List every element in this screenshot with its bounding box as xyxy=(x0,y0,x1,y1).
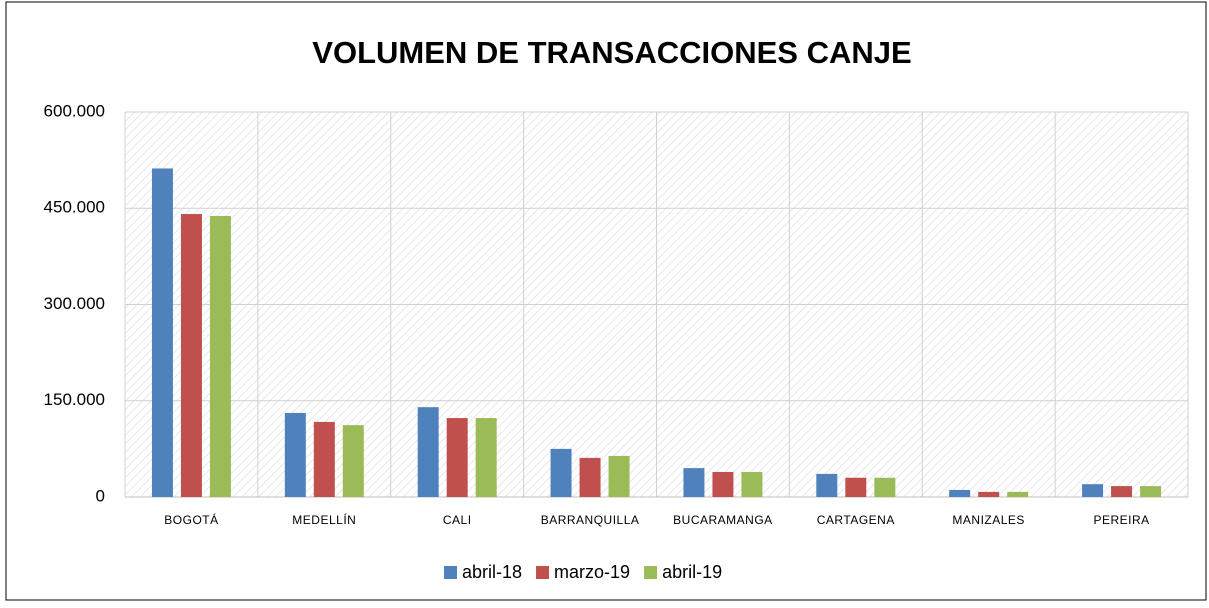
bar xyxy=(683,468,705,497)
bar xyxy=(949,489,971,497)
legend-swatch xyxy=(444,566,457,579)
bar xyxy=(151,168,173,497)
bar xyxy=(446,418,468,497)
bar xyxy=(180,214,202,497)
y-tick-label: 300.000 xyxy=(44,294,105,313)
bar xyxy=(874,477,896,497)
y-tick-label: 150.000 xyxy=(44,390,105,409)
x-tick-label: BUCARAMANGA xyxy=(673,513,773,527)
bar xyxy=(1007,491,1029,497)
x-tick-label: CARTAGENA xyxy=(817,513,895,527)
legend-label: marzo-19 xyxy=(554,562,630,582)
bar xyxy=(579,457,601,497)
bar xyxy=(475,418,497,497)
bar xyxy=(712,471,734,497)
legend-swatch xyxy=(644,566,658,579)
bar xyxy=(845,477,867,497)
bar xyxy=(1082,484,1104,497)
bar xyxy=(1140,486,1162,497)
bar xyxy=(550,448,572,497)
bar xyxy=(741,471,763,497)
bar xyxy=(313,421,335,497)
chart-title: VOLUMEN DE TRANSACCIONES CANJE xyxy=(312,35,911,70)
x-tick-label: BARRANQUILLA xyxy=(541,513,640,527)
legend-label: abril-18 xyxy=(462,562,522,582)
y-tick-label: 450.000 xyxy=(44,198,105,217)
bar xyxy=(342,425,364,497)
x-tick-label: MANIZALES xyxy=(952,513,1025,527)
y-tick-label: 0 xyxy=(96,486,105,505)
bar xyxy=(284,412,306,497)
legend-swatch xyxy=(536,566,550,579)
x-tick-label: PEREIRA xyxy=(1093,513,1149,527)
y-tick-label: 600.000 xyxy=(44,101,105,120)
x-tick-label: MEDELLÍN xyxy=(292,512,356,527)
x-tick-label: CALI xyxy=(443,513,472,527)
bar xyxy=(816,473,838,497)
bar xyxy=(1111,486,1133,497)
x-tick-label: BOGOTÁ xyxy=(164,512,218,527)
bar xyxy=(417,407,439,497)
bar xyxy=(608,455,630,497)
legend-label: abril-19 xyxy=(662,562,722,582)
bar xyxy=(978,491,1000,497)
bar xyxy=(209,215,231,497)
